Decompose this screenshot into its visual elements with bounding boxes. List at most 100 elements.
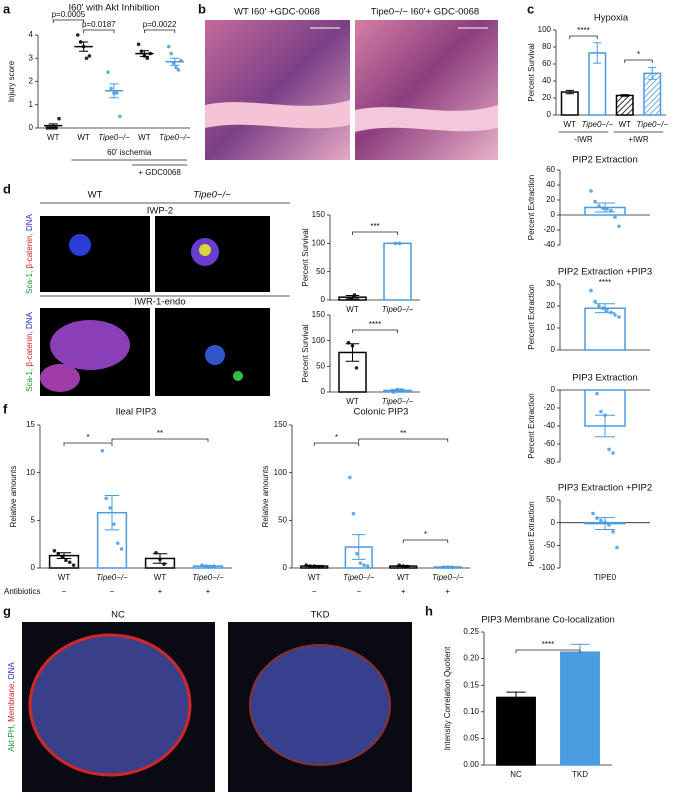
y-tick-label: -40 [543, 240, 555, 249]
x-tick-label: Tipe0−/− [98, 133, 130, 142]
x-tick-label: Tipe0−/− [343, 573, 375, 582]
row-value: + [445, 587, 450, 596]
significance: **** [542, 640, 554, 649]
data-point [346, 340, 351, 345]
y-tick-label: 15 [26, 420, 35, 429]
y-tick-label: 3 [29, 53, 34, 62]
data-point [613, 313, 617, 317]
y-tick-label: -80 [543, 457, 555, 466]
row-value: + [158, 587, 163, 596]
data-point [78, 40, 83, 44]
significance: *** [370, 222, 379, 231]
group-label: 60' ischemia [107, 148, 152, 157]
y-tick-label: 60 [542, 59, 551, 68]
x-tick-label: WT [564, 120, 577, 129]
data-point [350, 344, 355, 348]
data-point [617, 315, 621, 319]
data-point [605, 207, 609, 211]
cell [205, 345, 225, 365]
y-tick-label: 0 [547, 110, 552, 119]
tissue-layer [205, 100, 350, 129]
panel-label: d [3, 181, 11, 196]
y-tick-label: 0 [29, 123, 34, 132]
row-value: − [62, 587, 67, 596]
chart-title: PIP2 Extraction +PIP3 [558, 267, 652, 278]
y-tick-label: 80 [542, 42, 551, 51]
y-tick-label: 40 [546, 180, 555, 189]
data-point [171, 61, 176, 65]
error-bar [345, 294, 360, 300]
image-label: Tipe0−/− I60'+ GDC-0068 [371, 7, 479, 18]
group-label: -IWR [574, 135, 592, 144]
chart-title: PIP3 Membrane Co-localization [481, 615, 615, 626]
data-point [208, 564, 212, 569]
cell [69, 234, 91, 256]
x-tick-label: WT [138, 133, 151, 142]
significance: **** [369, 320, 381, 329]
x-tick-label: WT [77, 133, 90, 142]
data-point [84, 56, 89, 61]
data-point [106, 70, 110, 74]
row-label: IWP-2 [147, 206, 173, 217]
data-point [595, 391, 599, 396]
data-point [304, 563, 309, 567]
data-point [51, 126, 55, 130]
data-point [617, 224, 621, 229]
data-point [108, 506, 112, 510]
data-point [348, 296, 353, 301]
x-tick-label: WT [47, 133, 60, 142]
y-tick-label: 0 [283, 563, 288, 572]
data-point [174, 65, 178, 70]
sig-bracket [144, 29, 176, 33]
cell-signal [233, 371, 243, 381]
y-tick-label: -40 [543, 421, 555, 430]
y-tick-label: 100 [312, 238, 326, 247]
data-point [154, 550, 158, 555]
y-tick-label: 0 [321, 387, 326, 396]
sig-bracket [83, 29, 115, 33]
chart-title: PIP2 Extraction [572, 155, 637, 166]
data-point [597, 204, 601, 208]
significance: * [637, 50, 640, 59]
data-point [354, 366, 359, 370]
x-tick-label: Tipe0−/− [432, 573, 464, 582]
cell-cluster [40, 364, 80, 392]
error-bar [104, 495, 120, 531]
data-point [115, 91, 119, 95]
y-tick-label: 100 [538, 25, 552, 34]
data-point [603, 520, 607, 525]
data-point [397, 241, 402, 246]
y-tick-label: 50 [316, 361, 325, 370]
data-point [589, 288, 593, 293]
y-axis-label: Percent Extraction [527, 175, 536, 240]
data-point [445, 565, 450, 569]
data-point [312, 564, 317, 568]
data-point [593, 199, 597, 204]
y-tick-label: 100 [274, 468, 288, 477]
y-tick-label: 2 [29, 77, 34, 86]
y-axis-label: Percent Extraction [527, 284, 536, 349]
data-point [601, 206, 605, 211]
data-point [67, 560, 72, 565]
data-point [81, 44, 86, 49]
data-point [405, 564, 410, 569]
data-point [119, 547, 124, 551]
data-point [391, 390, 396, 394]
data-point [449, 565, 454, 570]
x-tick-label: TKD [572, 770, 588, 779]
bar [383, 242, 412, 301]
panel-label: h [425, 603, 433, 618]
sig-bracket [515, 649, 581, 653]
y-tick-label: 30 [546, 279, 555, 288]
bar [560, 651, 600, 766]
y-axis-label: Intensity Correlation Quotient [443, 646, 452, 750]
data-point [136, 42, 141, 47]
y-tick-label: 0 [551, 385, 556, 394]
y-tick-label: 20 [542, 93, 551, 102]
data-point [109, 86, 113, 91]
bar [584, 307, 626, 351]
x-tick-label: WT [397, 573, 410, 582]
y-tick-label: 0.10 [463, 707, 479, 716]
